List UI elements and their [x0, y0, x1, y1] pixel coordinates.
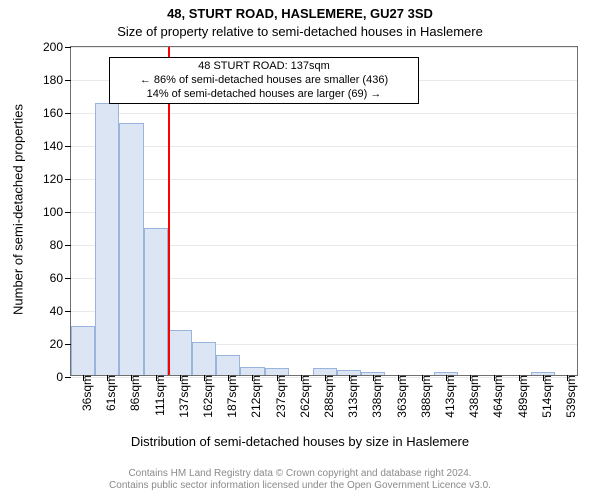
histogram-bar [144, 228, 168, 375]
ytick-label: 100 [43, 205, 71, 219]
annotation-line-2: ← 86% of semi-detached houses are smalle… [116, 74, 412, 88]
xtick-label: 413sqm [435, 375, 457, 418]
xtick-label: 61sqm [96, 375, 118, 411]
ytick-label: 0 [56, 370, 71, 384]
y-axis-label: Number of semi-detached properties [11, 90, 26, 330]
xtick-label: 237sqm [266, 375, 288, 418]
gridline [71, 47, 577, 48]
xtick-label: 313sqm [338, 375, 360, 418]
ytick-label: 160 [43, 106, 71, 120]
gridline [71, 212, 577, 213]
histogram-bar [71, 326, 95, 376]
xtick-label: 489sqm [508, 375, 530, 418]
histogram-bar [240, 367, 264, 375]
ytick-label: 40 [50, 304, 71, 318]
annotation-box: 48 STURT ROAD: 137sqm ← 86% of semi-deta… [109, 57, 419, 104]
histogram-bar [168, 330, 192, 375]
xtick-label: 212sqm [241, 375, 263, 418]
footnote: Contains HM Land Registry data © Crown c… [0, 468, 600, 492]
xtick-label: 464sqm [483, 375, 505, 418]
histogram-bar [192, 342, 216, 375]
chart-subtitle: Size of property relative to semi-detach… [0, 24, 600, 39]
xtick-label: 438sqm [459, 375, 481, 418]
xtick-label: 514sqm [532, 375, 554, 418]
xtick-label: 187sqm [217, 375, 239, 418]
gridline [71, 113, 577, 114]
annotation-line-1: 48 STURT ROAD: 137sqm [116, 60, 412, 74]
ytick-label: 60 [50, 271, 71, 285]
x-axis-label: Distribution of semi-detached houses by … [0, 434, 600, 449]
chart-container: 48, STURT ROAD, HASLEMERE, GU27 3SD Size… [0, 0, 600, 500]
xtick-label: 36sqm [72, 375, 94, 411]
xtick-label: 338sqm [362, 375, 384, 418]
histogram-bar [265, 368, 289, 375]
histogram-bar [95, 103, 119, 375]
histogram-bar [216, 355, 240, 375]
ytick-label: 80 [50, 238, 71, 252]
histogram-bar [119, 123, 143, 375]
xtick-label: 86sqm [120, 375, 142, 411]
histogram-bar [313, 368, 337, 375]
ytick-label: 120 [43, 172, 71, 186]
footnote-line-1: Contains HM Land Registry data © Crown c… [0, 468, 600, 480]
xtick-label: 162sqm [193, 375, 215, 418]
chart-title: 48, STURT ROAD, HASLEMERE, GU27 3SD [0, 6, 600, 21]
annotation-line-3: 14% of semi-detached houses are larger (… [116, 88, 412, 102]
xtick-label: 539sqm [556, 375, 578, 418]
gridline [71, 179, 577, 180]
xtick-label: 363sqm [387, 375, 409, 418]
xtick-label: 288sqm [314, 375, 336, 418]
ytick-label: 180 [43, 73, 71, 87]
ytick-label: 200 [43, 40, 71, 54]
gridline [71, 146, 577, 147]
ytick-label: 140 [43, 139, 71, 153]
xtick-label: 388sqm [411, 375, 433, 418]
plot-area: 02040608010012014016018020036sqm61sqm86s… [70, 46, 578, 376]
xtick-label: 137sqm [169, 375, 191, 418]
ytick-label: 20 [50, 337, 71, 351]
xtick-label: 262sqm [290, 375, 312, 418]
xtick-label: 111sqm [145, 375, 167, 416]
footnote-line-2: Contains public sector information licen… [0, 480, 600, 492]
